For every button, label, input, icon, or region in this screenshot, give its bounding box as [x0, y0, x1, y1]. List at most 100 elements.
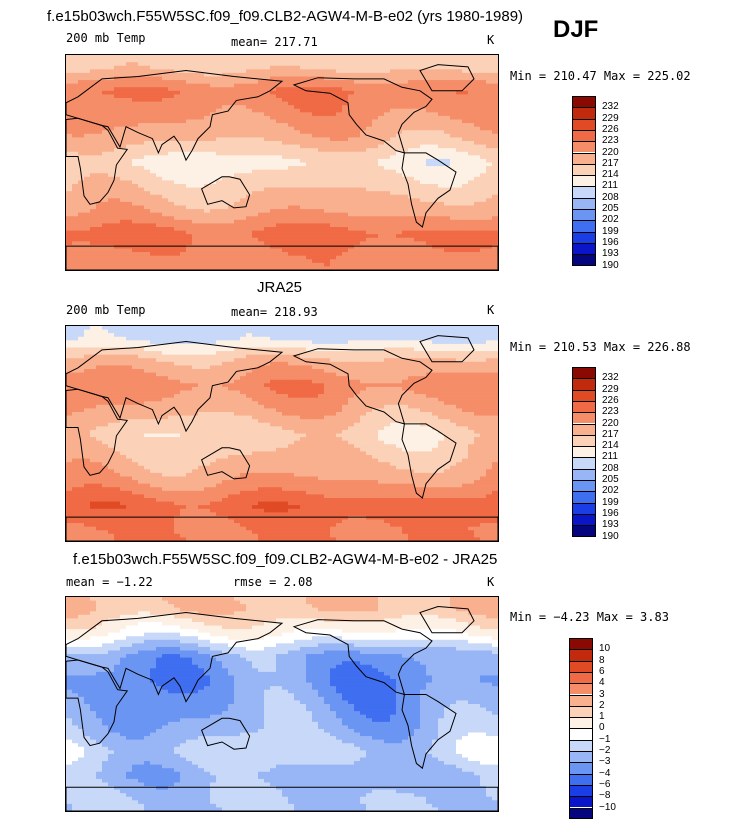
contour-cell	[66, 231, 73, 235]
contour-cell	[336, 184, 343, 188]
contour-cell	[390, 130, 397, 134]
contour-cell	[144, 220, 151, 224]
contour-cell	[120, 223, 127, 227]
contour-cell	[372, 123, 379, 127]
contour-cell	[366, 177, 373, 181]
panel-2-units-label: K	[487, 303, 494, 317]
contour-cell	[474, 266, 481, 270]
contour-cell	[240, 191, 247, 195]
contour-cell	[492, 152, 498, 156]
contour-cell	[126, 62, 133, 66]
contour-cell	[192, 223, 199, 227]
contour-cell	[336, 355, 343, 359]
contour-cell	[72, 333, 79, 337]
contour-cell	[78, 249, 85, 253]
contour-cell	[246, 66, 253, 70]
contour-cell	[474, 234, 481, 238]
contour-cell	[432, 166, 439, 170]
contour-cell	[408, 238, 415, 242]
contour-cell	[228, 80, 235, 84]
contour-cell	[66, 351, 73, 355]
contour-cell	[330, 337, 337, 341]
contour-cell	[294, 348, 301, 352]
contour-cell	[438, 231, 445, 235]
contour-cell	[174, 80, 181, 84]
contour-cell	[318, 77, 325, 81]
contour-cell	[288, 266, 295, 270]
contour-cell	[432, 123, 439, 127]
contour-cell	[270, 263, 277, 267]
contour-cell	[102, 198, 109, 202]
contour-cell	[426, 109, 433, 113]
contour-cell	[174, 84, 181, 88]
contour-cell	[144, 348, 151, 352]
contour-cell	[402, 241, 409, 245]
contour-cell	[138, 116, 145, 120]
contour-cell	[468, 330, 475, 334]
contour-cell	[126, 330, 133, 334]
contour-cell	[408, 102, 415, 106]
contour-cell	[360, 263, 367, 267]
contour-cell	[348, 249, 355, 253]
contour-cell	[300, 73, 307, 77]
contour-cell	[474, 141, 481, 145]
contour-cell	[444, 127, 451, 131]
contour-cell	[192, 241, 199, 245]
contour-cell	[138, 330, 145, 334]
contour-cell	[216, 227, 223, 231]
contour-cell	[102, 170, 109, 174]
contour-cell	[312, 130, 319, 134]
contour-cell	[234, 252, 241, 256]
contour-cell	[180, 351, 187, 355]
contour-cell	[72, 259, 79, 263]
contour-cell	[396, 234, 403, 238]
contour-cell	[408, 127, 415, 131]
contour-cell	[396, 238, 403, 242]
contour-cell	[174, 191, 181, 195]
contour-cell	[138, 148, 145, 152]
contour-cell	[450, 127, 457, 131]
contour-cell	[84, 123, 91, 127]
contour-cell	[210, 337, 217, 341]
contour-cell	[366, 152, 373, 156]
contour-cell	[108, 245, 115, 249]
contour-cell	[204, 109, 211, 113]
contour-cell	[312, 188, 319, 192]
contour-cell	[150, 87, 157, 91]
contour-cell	[294, 173, 301, 177]
contour-cell	[360, 184, 367, 188]
contour-cell	[150, 266, 157, 270]
contour-cell	[210, 130, 217, 134]
contour-cell	[168, 66, 175, 70]
contour-cell	[300, 180, 307, 184]
contour-cell	[162, 130, 169, 134]
contour-cell	[276, 163, 283, 167]
contour-cell	[426, 148, 433, 152]
contour-cell	[408, 326, 415, 330]
contour-cell	[102, 69, 109, 73]
contour-cell	[438, 216, 445, 220]
contour-cell	[222, 130, 229, 134]
contour-cell	[270, 137, 277, 141]
contour-cell	[114, 62, 121, 66]
contour-cell	[396, 231, 403, 235]
contour-cell	[228, 216, 235, 220]
contour-cell	[426, 195, 433, 199]
contour-cell	[168, 227, 175, 231]
contour-cell	[234, 220, 241, 224]
contour-cell	[450, 259, 457, 263]
contour-cell	[246, 120, 253, 124]
contour-cell	[372, 333, 379, 337]
contour-cell	[78, 198, 85, 202]
contour-cell	[378, 249, 385, 253]
contour-cell	[246, 159, 253, 163]
contour-cell	[282, 87, 289, 91]
contour-cell	[342, 340, 349, 344]
contour-cell	[72, 223, 79, 227]
contour-cell	[384, 116, 391, 120]
contour-cell	[168, 213, 175, 217]
contour-cell	[276, 152, 283, 156]
contour-cell	[372, 238, 379, 242]
contour-cell	[108, 238, 115, 242]
contour-cell	[312, 351, 319, 355]
